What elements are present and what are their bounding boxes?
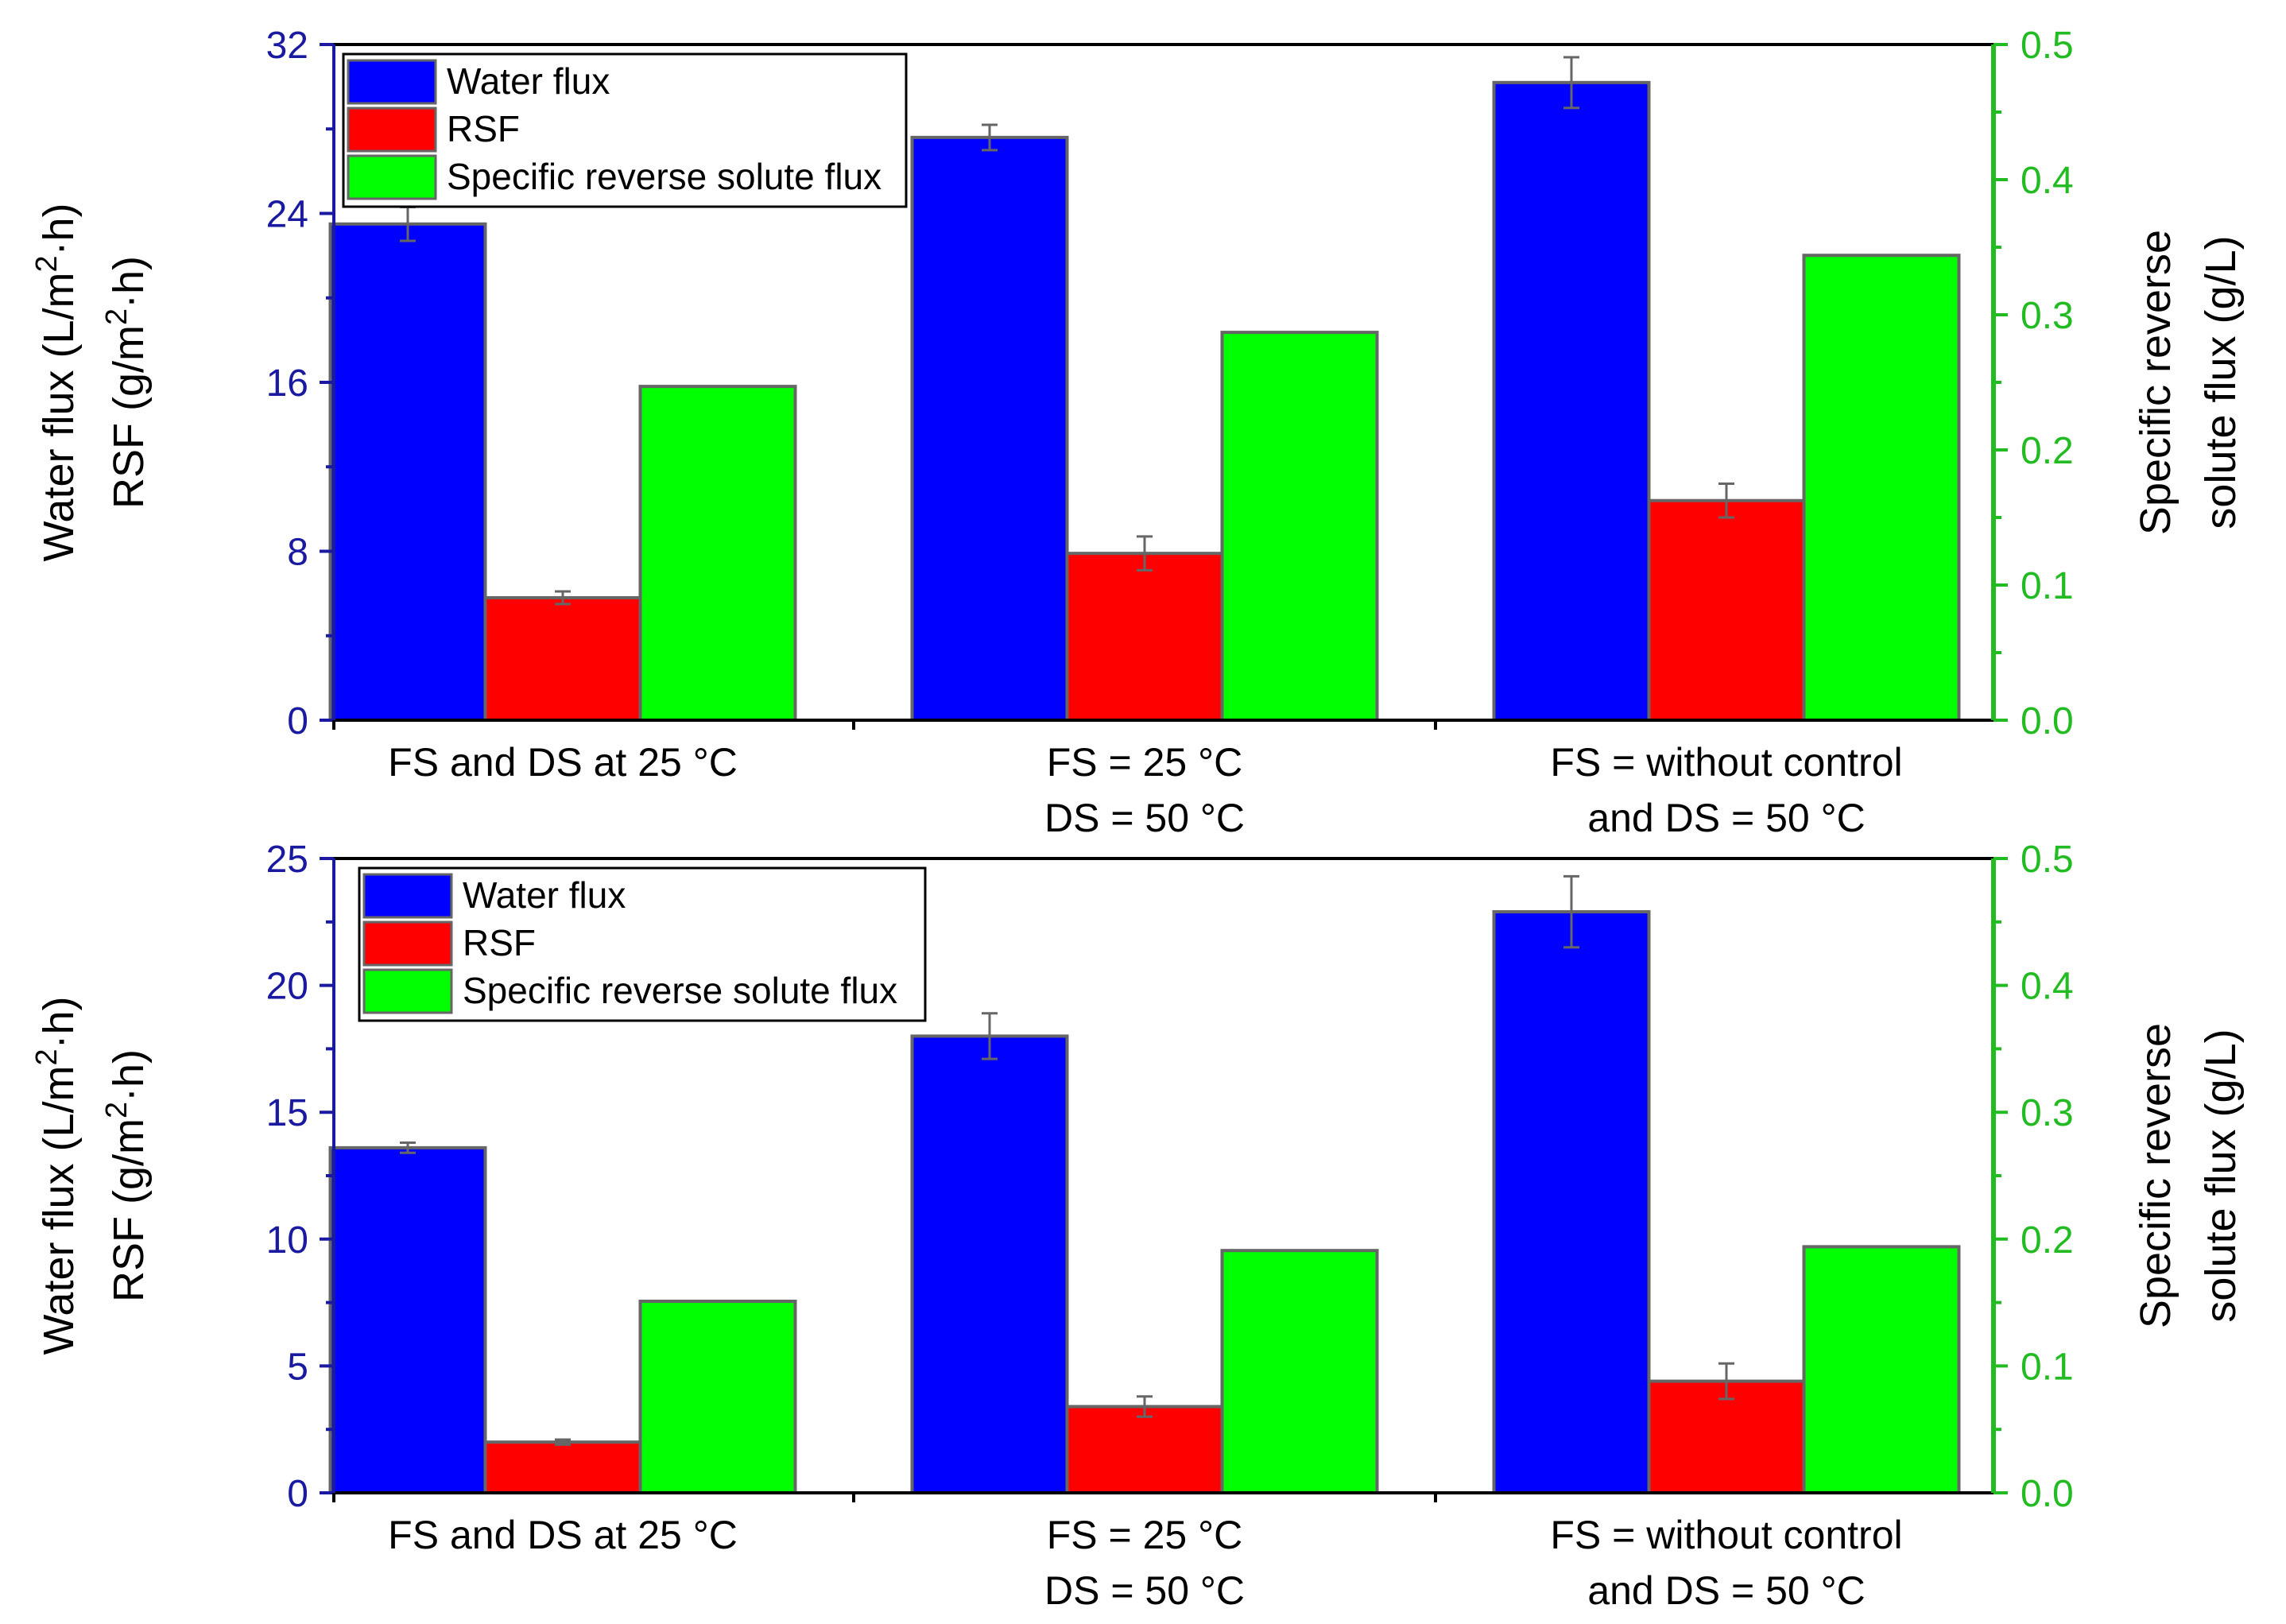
bar-specific-reverse-solute-flux [1802, 1245, 1961, 1494]
category-label: and DS = 50 °C [1587, 796, 1865, 840]
bar-water-flux [328, 1145, 487, 1494]
right-tick-label: 0.0 [2021, 700, 2074, 742]
legend-label-water-flux: Water flux [463, 874, 626, 916]
legend-swatch-rsf [362, 921, 453, 967]
bar-specific-reverse-solute-flux [1802, 254, 1961, 722]
bar-specific-reverse-solute-flux [1220, 1249, 1379, 1494]
left-tick-label: 24 [266, 194, 308, 236]
legend-label-specific-reverse-solute-flux: Specific reverse solute flux [463, 970, 897, 1011]
right-tick-label: 0.5 [2021, 25, 2074, 67]
right-tick-label: 0.3 [2021, 295, 2074, 337]
category-label: FS = 25 °C [1047, 740, 1242, 785]
right-tick-label: 0.0 [2021, 1473, 2074, 1515]
legend-swatch-specific-reverse-solute-flux [362, 968, 453, 1014]
category-label: FS and DS at 25 °C [388, 1513, 738, 1557]
bar-specific-reverse-solute-flux [1220, 331, 1379, 722]
legend-swatch-water-flux [362, 873, 453, 919]
category-label: FS and DS at 25 °C [388, 740, 738, 785]
right-tick-label: 0.5 [2021, 839, 2074, 881]
bar-specific-reverse-solute-flux [638, 385, 797, 722]
legend-swatch-specific-reverse-solute-flux [347, 154, 437, 200]
left-axis-title: Water flux (L/m2·h) [30, 203, 83, 561]
right-tick-label: 0.4 [2021, 966, 2074, 1008]
bar-rsf [483, 1440, 642, 1495]
legend-swatch-water-flux [347, 59, 437, 105]
left-tick-label: 5 [287, 1346, 308, 1388]
left-tick-label: 8 [287, 532, 308, 574]
bar-water-flux [328, 222, 487, 722]
left-tick-label: 10 [266, 1219, 308, 1262]
right-tick-label: 0.1 [2021, 1346, 2074, 1388]
right-axis-title: Specific reverse [2132, 230, 2179, 535]
legend-label-specific-reverse-solute-flux: Specific reverse solute flux [447, 156, 881, 197]
right-axis-title: Specific reverse [2132, 1023, 2179, 1328]
bar-rsf [1647, 498, 1806, 722]
bar-rsf [1065, 552, 1224, 722]
right-tick-label: 0.2 [2021, 430, 2074, 472]
left-tick-label: 20 [266, 966, 308, 1008]
left-axis-title-rsf: RSF (g/m2·h) [100, 256, 153, 509]
bar-rsf [483, 595, 642, 722]
right-axis-title: solute flux (g/L) [2197, 235, 2245, 529]
bar-rsf [1065, 1405, 1224, 1495]
left-tick-label: 32 [266, 25, 308, 67]
category-label: FS = without control [1550, 1513, 1902, 1557]
legend-box [342, 52, 908, 208]
category-label: and DS = 50 °C [1587, 1568, 1865, 1613]
right-tick-label: 0.4 [2021, 160, 2074, 202]
left-tick-label: 25 [266, 839, 308, 881]
right-axis-title: solute flux (g/L) [2197, 1029, 2245, 1322]
bar-water-flux [1492, 910, 1651, 1494]
bar-specific-reverse-solute-flux [638, 1300, 797, 1495]
right-tick-label: 0.2 [2021, 1219, 2074, 1262]
bar-water-flux [910, 1034, 1069, 1494]
legend-label-rsf: RSF [463, 922, 536, 963]
left-tick-label: 15 [266, 1092, 308, 1134]
left-tick-label: 0 [287, 1473, 308, 1515]
category-label: DS = 50 °C [1044, 1568, 1245, 1613]
legend-label-water-flux: Water flux [447, 60, 610, 102]
category-label: DS = 50 °C [1044, 796, 1245, 840]
left-axis-title-rsf: RSF (g/m2·h) [100, 1049, 153, 1302]
chart-panel-b: 0 5 10 15 20 25 0.0 0.1 0.2 0.3 0.4 0.5 FS and DS at… [30, 839, 2245, 1613]
bar-water-flux [910, 135, 1069, 722]
legend-box [358, 866, 927, 1022]
category-label: FS = without control [1550, 740, 1902, 785]
bar-water-flux [1492, 80, 1651, 722]
right-tick-label: 0.3 [2021, 1092, 2074, 1134]
chart-panel-a: 0 8 16 24 32 0.0 0.1 0.2 0.3 0.4 0.5 FS and DS at 2… [30, 25, 2245, 840]
right-tick-label: 0.1 [2021, 565, 2074, 607]
left-axis-title: Water flux (L/m2·h) [30, 996, 83, 1355]
category-label: FS = 25 °C [1047, 1513, 1242, 1557]
left-tick-label: 16 [266, 362, 308, 405]
left-tick-label: 0 [287, 700, 308, 742]
legend-swatch-rsf [347, 107, 437, 153]
legend-label-rsf: RSF [447, 108, 520, 149]
